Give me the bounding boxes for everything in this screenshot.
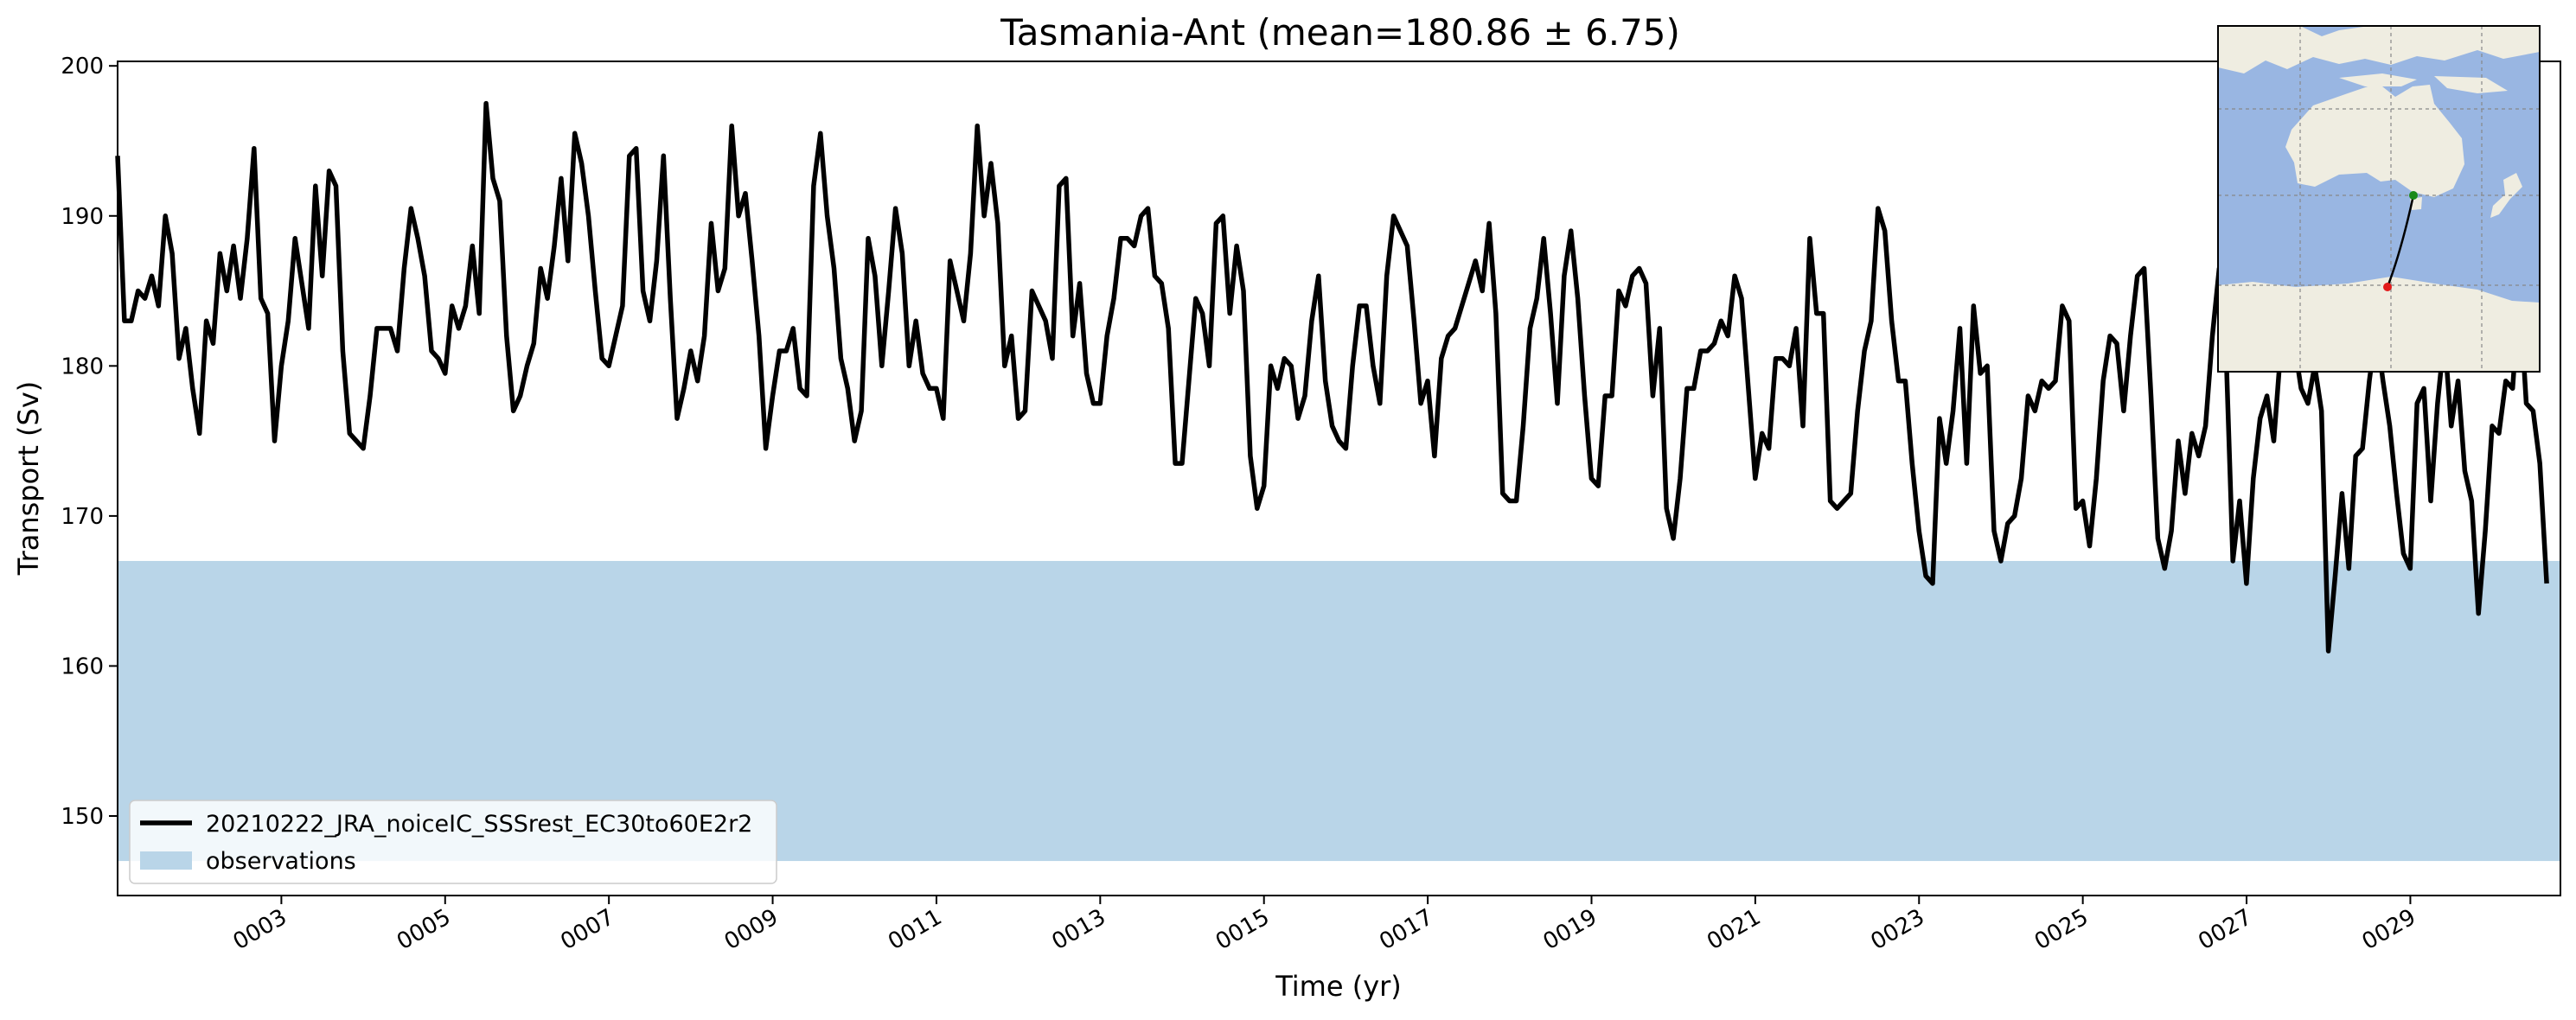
y-tick-label: 150 [61, 804, 104, 830]
x-axis-label: Time (yr) [1275, 970, 1402, 1003]
map-land [2218, 26, 2540, 372]
legend-observations-swatch [140, 851, 192, 870]
series-line [115, 100, 2549, 653]
y-tick-label: 190 [61, 204, 104, 230]
series-layer [115, 100, 2549, 653]
inset-map-frame [2217, 25, 2541, 373]
y-axis-label: Transport (Sv) [12, 381, 45, 577]
y-tick-label: 180 [61, 354, 104, 379]
y-tick-label: 160 [61, 653, 104, 679]
x-tick-label: 0003 [229, 904, 291, 955]
inset-map [2217, 25, 2541, 373]
map-grid [2218, 26, 2540, 372]
y-axis: 150 160 170 180 190 200 [61, 54, 118, 830]
x-tick-label: 0015 [1211, 904, 1274, 955]
y-tick-label: 200 [61, 54, 104, 80]
legend: 20210222_JRA_noiceIC_SSSrest_EC30to60E2r… [129, 800, 777, 884]
y-tick-label: 170 [61, 504, 104, 530]
x-tick-label: 0025 [2030, 904, 2093, 955]
x-tick-label: 0019 [1539, 904, 1601, 955]
plot-frame [117, 61, 2561, 896]
x-tick-label: 0027 [2194, 904, 2256, 955]
x-tick-label: 0013 [1048, 904, 1110, 955]
x-tick-label: 0017 [1375, 904, 1437, 955]
x-tick-label: 0011 [884, 904, 946, 955]
map-land-australia [2285, 83, 2464, 197]
transect-line [2386, 194, 2415, 288]
x-tick-label: 0007 [556, 904, 618, 955]
legend-observations-label: observations [206, 848, 356, 875]
chart-title: Tasmania-Ant (mean=180.86 ± 6.75) [1000, 11, 1680, 54]
map-land-antarctica [2218, 277, 2540, 372]
map-land-indonesia [2339, 73, 2417, 86]
x-tick-label: 0021 [1703, 904, 1765, 955]
map-land-new-guinea [2434, 76, 2508, 93]
legend-box [129, 800, 777, 884]
map-land-asia [2218, 26, 2540, 73]
plot-area [115, 61, 2561, 896]
x-tick-label: 0029 [2358, 904, 2420, 955]
x-tick-label: 0005 [393, 904, 455, 955]
x-tick-label: 0009 [720, 904, 783, 955]
transect-end-marker [2409, 191, 2418, 200]
legend-series-label: 20210222_JRA_noiceIC_SSSrest_EC30to60E2r… [206, 811, 752, 838]
x-axis: 0003 0005 0007 0009 0011 0013 0015 0017 0019 0021… [229, 896, 2420, 955]
transect-start-marker [2383, 283, 2392, 291]
map-land-new-zealand [2490, 173, 2522, 218]
x-tick-label: 0023 [1866, 904, 1928, 955]
